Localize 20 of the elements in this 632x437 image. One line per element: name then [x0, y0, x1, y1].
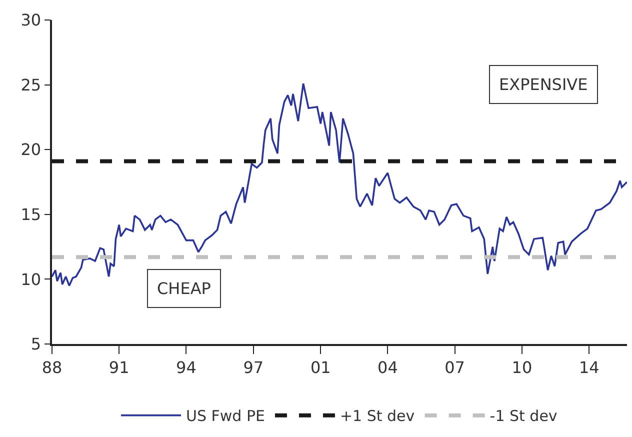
legend-label: US Fwd PE [186, 407, 265, 426]
annotation: CHEAP [157, 279, 212, 298]
x-tick-label: 91 [108, 358, 130, 377]
y-tick-label: 20 [20, 140, 42, 160]
y-tick-label: 15 [20, 205, 42, 224]
x-tick-label: 97 [243, 358, 264, 377]
x-tick-label: 88 [42, 358, 62, 377]
y-tick-label: 5 [30, 334, 42, 354]
legend-label: -1 St dev [490, 407, 558, 426]
x-tick-label: 04 [378, 358, 398, 377]
x-tick-label: 14 [578, 358, 600, 377]
x-tick-label: 07 [444, 358, 465, 377]
x-tick-label: 10 [512, 358, 532, 377]
y-tick-label: 30 [20, 10, 42, 30]
y-tick-label: 25 [20, 75, 42, 94]
annotation: EXPENSIVE [499, 75, 588, 94]
x-tick-label: 94 [176, 358, 196, 377]
legend-label: +1 St dev [340, 407, 415, 426]
x-tick-label: 01 [310, 358, 331, 377]
y-tick-label: 10 [20, 270, 42, 289]
